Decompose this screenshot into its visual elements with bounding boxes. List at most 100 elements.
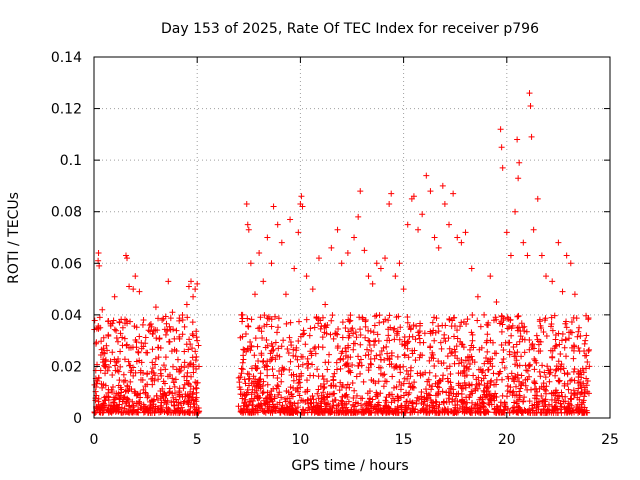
- data-point: [474, 408, 481, 415]
- data-point: [284, 346, 291, 353]
- data-point: [256, 376, 263, 383]
- data-point: [187, 383, 194, 390]
- data-point: [171, 407, 178, 414]
- data-point: [309, 361, 316, 368]
- data-point: [241, 399, 248, 406]
- data-point: [242, 380, 249, 387]
- data-point: [175, 399, 182, 406]
- data-point: [339, 334, 346, 341]
- data-point: [479, 367, 486, 374]
- data-point: [294, 409, 301, 416]
- chart-title: Day 153 of 2025, Rate Of TEC Index for r…: [161, 21, 539, 37]
- data-point: [126, 409, 133, 416]
- y-tick-label: 0: [73, 411, 82, 427]
- data-point: [581, 348, 588, 355]
- data-point: [268, 323, 275, 330]
- data-point: [468, 342, 475, 349]
- data-point: [484, 348, 491, 355]
- plot-frame: [93, 56, 611, 419]
- data-point: [303, 273, 310, 280]
- data-point: [485, 399, 492, 406]
- data-point: [370, 338, 377, 345]
- data-point: [161, 390, 168, 397]
- data-point: [442, 338, 449, 345]
- data-point: [111, 326, 118, 333]
- data-point: [555, 358, 562, 365]
- data-point: [306, 332, 313, 339]
- data-point: [553, 366, 560, 373]
- data-point: [403, 398, 410, 405]
- data-point: [332, 396, 339, 403]
- data-point: [549, 353, 556, 360]
- data-point: [168, 399, 175, 406]
- data-point: [274, 329, 281, 336]
- data-point: [265, 313, 272, 320]
- data-point: [570, 355, 577, 362]
- data-point: [269, 366, 276, 373]
- data-point: [524, 367, 531, 374]
- data-point: [557, 351, 564, 358]
- data-point: [154, 396, 161, 403]
- data-point: [367, 360, 374, 367]
- data-point: [469, 312, 476, 319]
- data-point: [469, 331, 476, 338]
- data-point: [418, 399, 425, 406]
- data-point: [139, 321, 146, 328]
- data-point: [530, 407, 537, 414]
- data-point: [375, 407, 382, 414]
- data-point: [330, 335, 337, 342]
- data-point: [166, 389, 173, 396]
- data-point: [305, 404, 312, 411]
- data-point: [416, 335, 423, 342]
- data-point: [264, 372, 271, 379]
- x-tick-label: 5: [193, 432, 202, 448]
- data-point: [515, 403, 522, 410]
- data-point: [526, 90, 533, 97]
- data-point: [519, 336, 526, 343]
- data-point: [396, 379, 403, 386]
- data-point: [446, 399, 453, 406]
- data-point: [475, 366, 482, 373]
- data-point: [435, 379, 442, 386]
- data-point: [432, 398, 439, 405]
- data-point: [462, 400, 469, 407]
- data-point: [237, 374, 244, 381]
- data-point: [435, 323, 442, 330]
- data-point: [132, 369, 139, 376]
- data-point: [260, 397, 267, 404]
- data-point: [345, 398, 352, 405]
- data-point: [295, 363, 302, 370]
- data-point: [383, 343, 390, 350]
- data-point: [420, 339, 427, 346]
- data-point: [438, 345, 445, 352]
- x-tick-label: 0: [90, 432, 99, 448]
- data-point: [454, 355, 461, 362]
- data-point: [145, 327, 152, 334]
- data-point: [248, 316, 255, 323]
- data-point: [568, 390, 575, 397]
- data-point: [508, 370, 515, 377]
- data-point: [121, 394, 128, 401]
- y-tick-label: 0.06: [51, 256, 82, 272]
- data-point: [561, 404, 568, 411]
- data-point: [132, 336, 139, 343]
- data-point: [467, 409, 474, 416]
- data-point: [512, 353, 519, 360]
- data-point: [497, 126, 504, 133]
- data-point: [534, 388, 541, 395]
- data-point: [348, 327, 355, 334]
- data-point: [475, 374, 482, 381]
- data-point: [518, 353, 525, 360]
- data-point: [284, 395, 291, 402]
- grid-layer: [94, 57, 610, 418]
- data-point: [183, 301, 190, 308]
- data-point: [454, 234, 461, 241]
- data-point: [181, 364, 188, 371]
- data-point: [357, 356, 364, 363]
- data-point: [558, 409, 565, 416]
- data-point: [270, 372, 277, 379]
- data-point: [390, 326, 397, 333]
- data-point: [185, 393, 192, 400]
- data-point: [543, 333, 550, 340]
- data-point: [543, 390, 550, 397]
